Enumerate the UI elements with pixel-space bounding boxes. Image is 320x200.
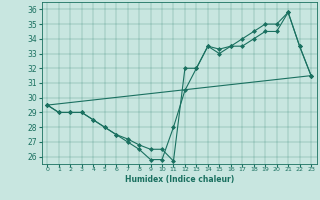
X-axis label: Humidex (Indice chaleur): Humidex (Indice chaleur): [124, 175, 234, 184]
